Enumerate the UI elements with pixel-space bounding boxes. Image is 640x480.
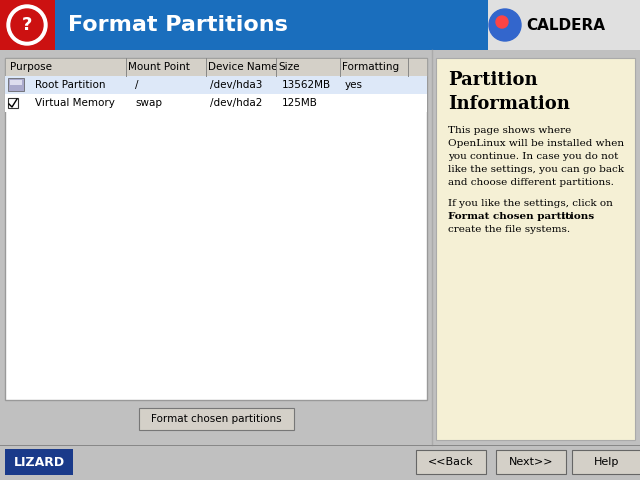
Text: create the file systems.: create the file systems. [448,225,570,234]
Circle shape [11,9,43,41]
Text: Mount Point: Mount Point [128,62,190,72]
Text: Format Partitions: Format Partitions [68,15,288,35]
Bar [5,58,427,400]
Text: and choose different partitions.: and choose different partitions. [448,178,614,187]
Text: Information: Information [448,95,570,113]
Bar [572,450,640,474]
Text: ?: ? [22,16,32,34]
Bar [0,445,640,480]
Text: you continue. In case you do not: you continue. In case you do not [448,152,618,161]
Text: /: / [135,80,138,90]
Text: 13562MB: 13562MB [282,80,331,90]
Text: Purpose: Purpose [10,62,52,72]
Text: Next>>: Next>> [509,457,553,467]
Bar [436,58,635,440]
Text: Formatting: Formatting [342,62,399,72]
Circle shape [496,16,508,28]
Text: like the settings, you can go back: like the settings, you can go back [448,165,624,174]
Bar [0,0,640,50]
Text: 125MB: 125MB [282,98,318,108]
Text: This page shows where: This page shows where [448,126,572,135]
Text: Format chosen partitions: Format chosen partitions [150,414,282,424]
Bar [0,445,640,446]
Text: /dev/hda3: /dev/hda3 [210,80,262,90]
Bar [8,78,24,91]
Text: Size: Size [278,62,300,72]
Bar [8,98,18,108]
Bar [5,94,427,112]
Text: Partition: Partition [448,71,538,89]
Text: swap: swap [135,98,162,108]
Circle shape [7,5,47,45]
Text: /dev/hda2: /dev/hda2 [210,98,262,108]
Circle shape [489,9,521,41]
Text: Virtual Memory: Virtual Memory [35,98,115,108]
Text: Help: Help [595,457,620,467]
Text: to: to [558,212,572,221]
Bar [138,408,294,430]
Bar [5,449,73,475]
Text: Device Name: Device Name [208,62,278,72]
Text: <<Back: <<Back [428,457,474,467]
Bar [5,76,427,94]
Bar [488,0,640,50]
Text: CALDERA: CALDERA [526,17,605,33]
Bar [416,450,486,474]
Text: Root Partition: Root Partition [35,80,106,90]
Text: LIZARD: LIZARD [13,456,65,468]
Bar [5,58,427,76]
Text: yes: yes [345,80,363,90]
Bar [496,450,566,474]
Bar [0,0,55,50]
Bar [10,80,22,85]
Text: Format chosen partitions: Format chosen partitions [448,212,594,221]
Text: If you like the settings, click on: If you like the settings, click on [448,199,613,208]
Text: OpenLinux will be installed when: OpenLinux will be installed when [448,139,624,148]
